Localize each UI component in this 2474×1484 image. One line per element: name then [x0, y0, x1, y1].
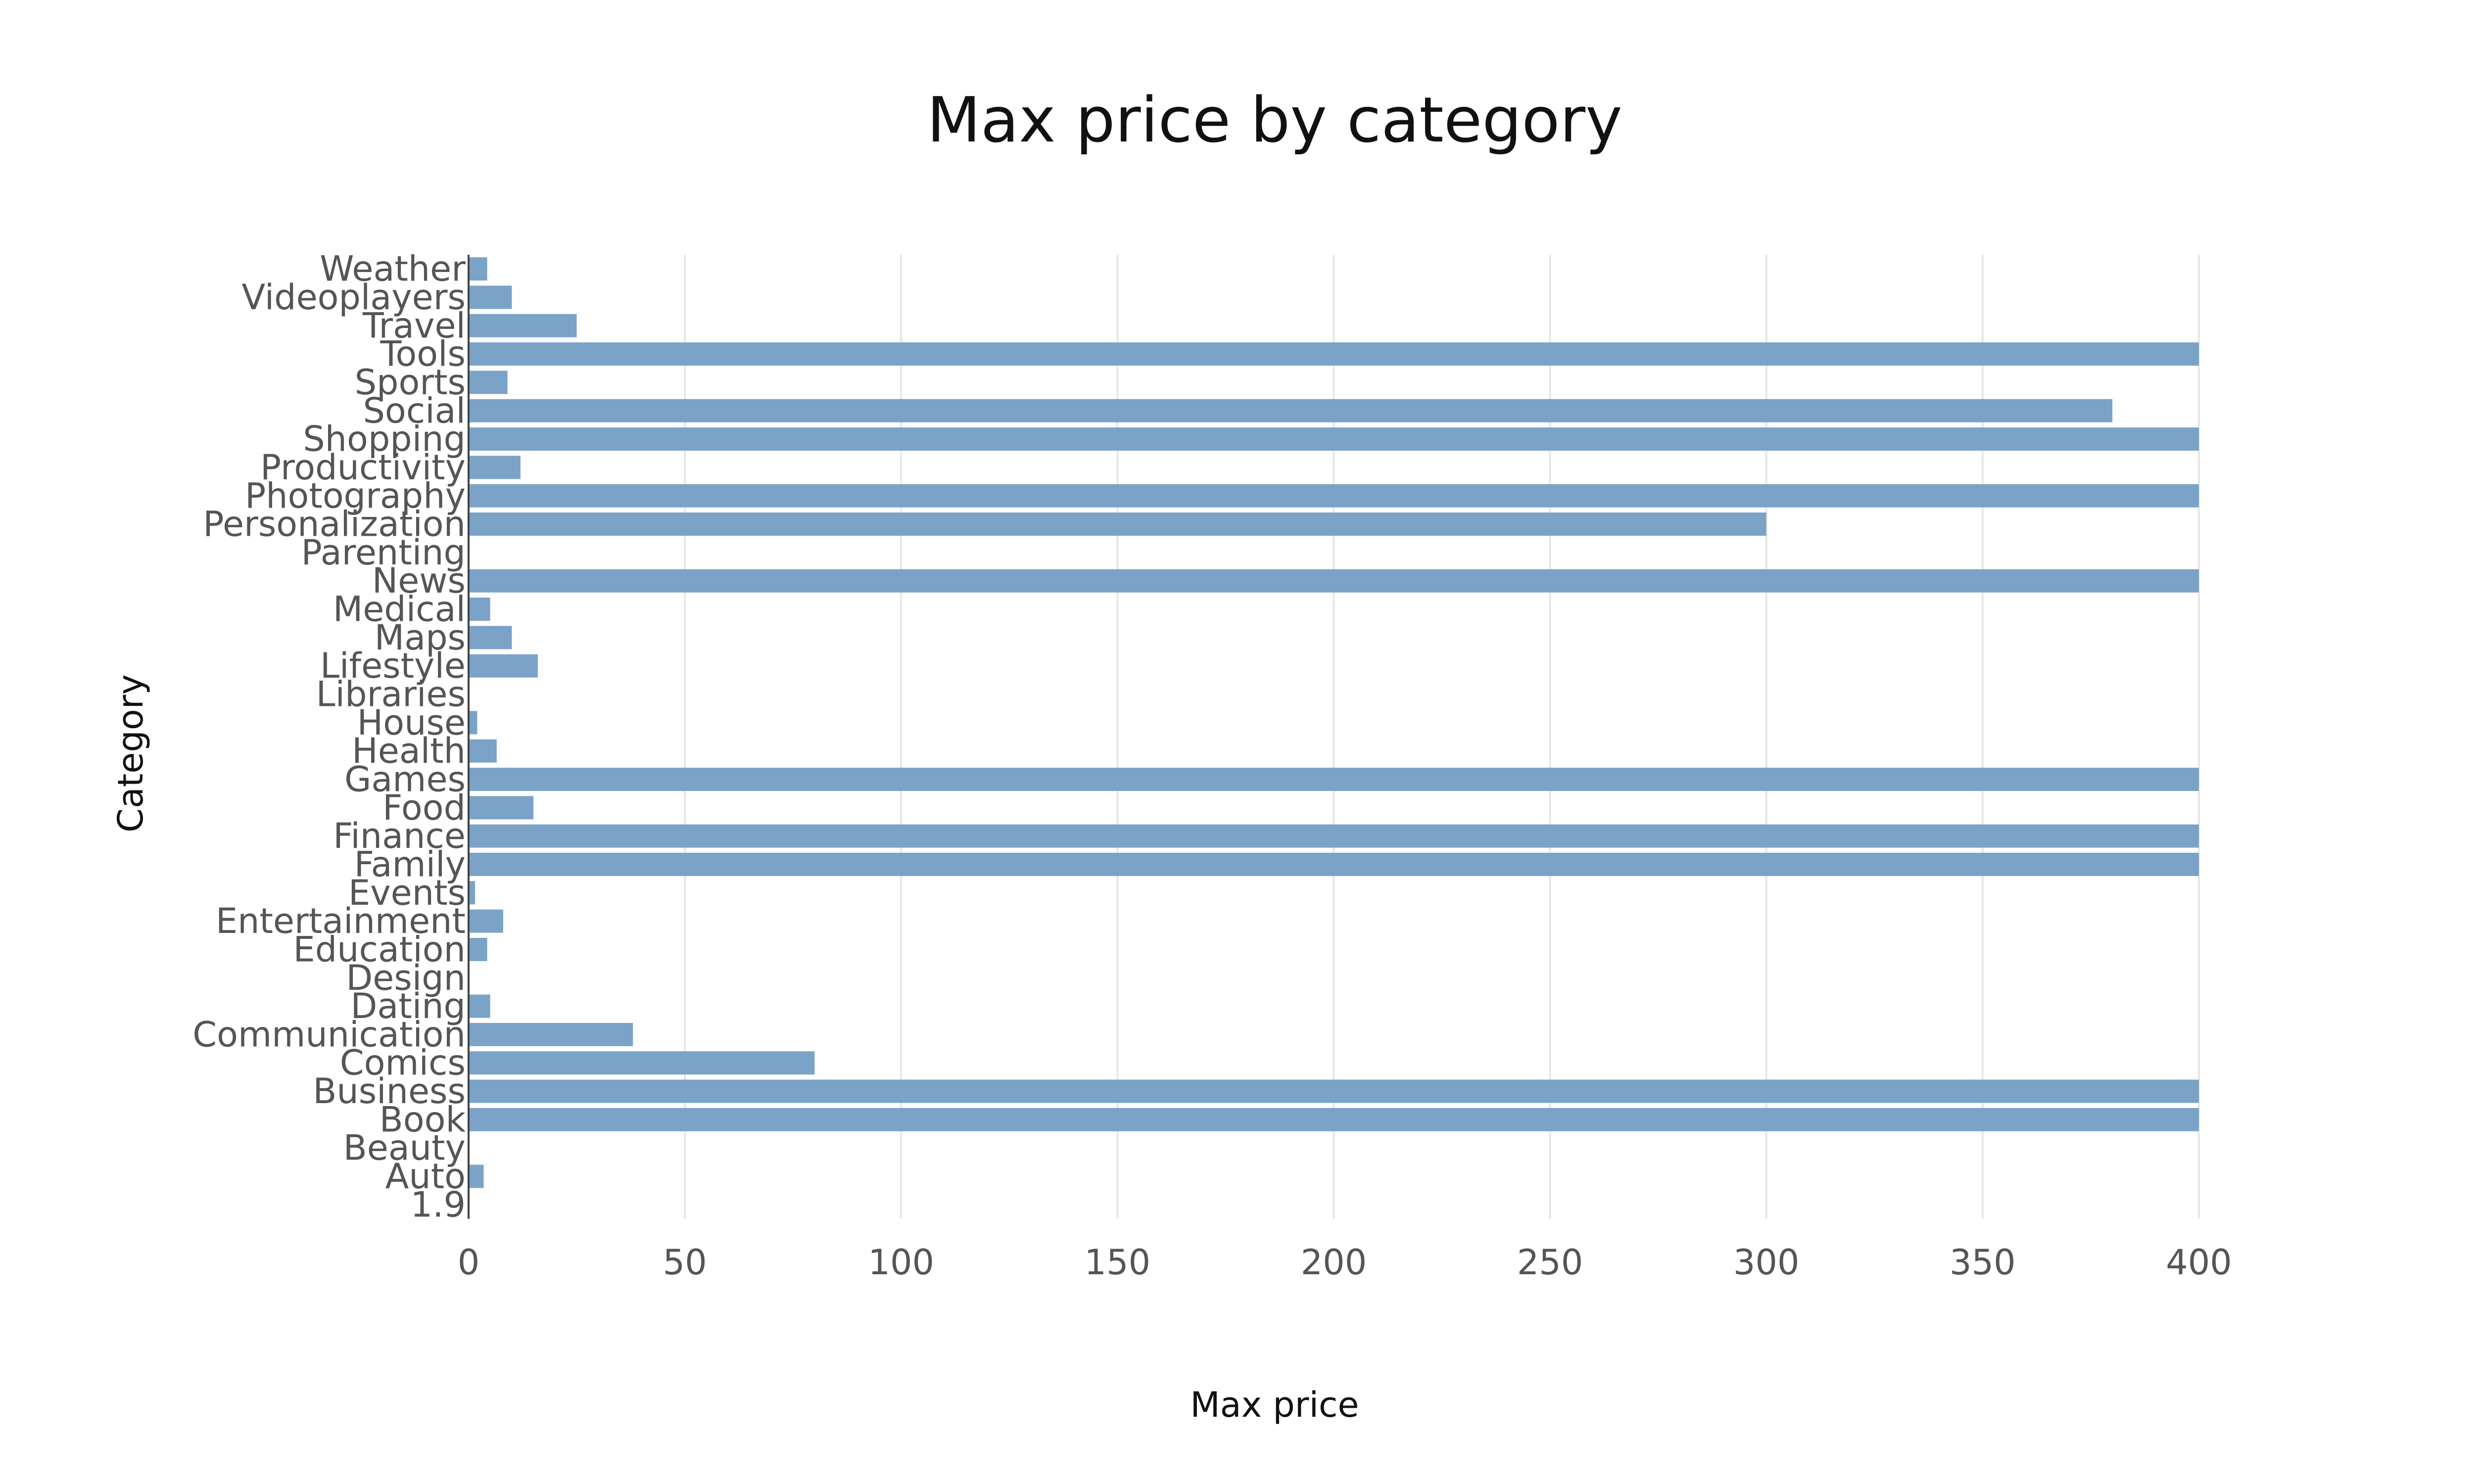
- bar-tools: [469, 342, 2199, 366]
- x-tick-labels: 0 50 100 150 200 250 300 350 400: [458, 1242, 2232, 1283]
- y-tick-label: Tools: [380, 334, 466, 374]
- y-tick-label: Auto: [385, 1156, 466, 1197]
- bar-photography: [469, 484, 2199, 508]
- bar-food: [469, 796, 534, 820]
- bar-shopping: [469, 427, 2199, 451]
- bar-medical: [469, 598, 490, 621]
- y-tick-label: Health: [352, 731, 466, 771]
- x-tick-label: 300: [1733, 1242, 1800, 1283]
- y-tick-label: Events: [348, 873, 466, 913]
- x-tick-label: 0: [458, 1242, 480, 1283]
- y-tick-label: Travel: [362, 305, 466, 346]
- y-tick-label: Beauty: [343, 1128, 466, 1168]
- x-axis-title: Max price: [1190, 1385, 1359, 1425]
- y-tick-label: Family: [354, 844, 466, 884]
- bar-house: [469, 711, 477, 735]
- bar-maps: [469, 626, 512, 649]
- x-tick-label: 350: [1950, 1242, 2016, 1283]
- bar-entertainment: [469, 909, 503, 933]
- bar-social: [469, 399, 2113, 422]
- bars: [469, 257, 2199, 1188]
- y-tick-label: Design: [346, 958, 466, 998]
- bar-productivity: [469, 456, 521, 479]
- y-tick-label: Communication: [192, 1014, 466, 1055]
- x-tick-label: 250: [1517, 1242, 1583, 1283]
- bar-communication: [469, 1022, 633, 1046]
- y-tick-label: Photography: [245, 475, 466, 516]
- bar-auto: [469, 1164, 484, 1188]
- y-tick-label: House: [357, 702, 466, 743]
- y-tick-label: Parenting: [301, 532, 466, 573]
- bar-book: [469, 1108, 2199, 1131]
- x-tick-label: 50: [663, 1242, 707, 1283]
- y-tick-label: Maps: [375, 617, 466, 658]
- bar-sports: [469, 371, 508, 394]
- y-tick-label: Entertainment: [216, 901, 466, 941]
- y-tick-labels: 1.9AutoBeautyBookBusinessComicsCommunica…: [192, 249, 466, 1225]
- y-tick-label: Food: [382, 788, 466, 828]
- bar-finance: [469, 824, 2199, 848]
- bar-business: [469, 1079, 2199, 1103]
- y-tick-label: Games: [344, 759, 466, 799]
- y-tick-label: Education: [293, 929, 466, 970]
- bar-travel: [469, 314, 577, 337]
- y-tick-label: Weather: [320, 249, 466, 289]
- y-tick-label: Finance: [333, 816, 466, 856]
- y-tick-label: Dating: [351, 986, 466, 1026]
- y-tick-label: Personalization: [203, 504, 466, 545]
- bar-news: [469, 569, 2199, 593]
- bar-dating: [469, 994, 490, 1018]
- x-tick-label: 400: [2166, 1242, 2232, 1283]
- y-tick-label: Libraries: [316, 674, 466, 715]
- y-tick-label: 1.9: [411, 1184, 466, 1225]
- y-tick-label: Book: [380, 1099, 466, 1140]
- y-tick-label: Shopping: [303, 419, 466, 460]
- bar-personalization: [469, 512, 1766, 536]
- y-tick-label: News: [372, 560, 466, 601]
- x-tick-label: 100: [868, 1242, 934, 1283]
- bar-comics: [469, 1051, 815, 1075]
- y-tick-label: Lifestyle: [320, 646, 466, 686]
- bar-education: [469, 937, 487, 961]
- x-tick-label: 200: [1301, 1242, 1367, 1283]
- bar-weather: [469, 257, 487, 281]
- y-tick-label: Medical: [333, 589, 466, 630]
- y-tick-label: Comics: [340, 1043, 466, 1083]
- bar-lifestyle: [469, 654, 538, 678]
- y-tick-label: Videoplayers: [241, 277, 466, 318]
- y-tick-label: Business: [313, 1071, 466, 1112]
- y-axis-title: Category: [110, 674, 151, 833]
- y-tick-label: Sports: [355, 362, 466, 403]
- y-tick-label: Productivity: [260, 447, 466, 488]
- chart-title: Max price by category: [927, 84, 1622, 156]
- bar-health: [469, 739, 497, 763]
- bar-events: [469, 881, 476, 905]
- bar-videoplayers: [469, 285, 512, 309]
- y-tick-label: Social: [363, 390, 466, 431]
- bar-games: [469, 767, 2199, 791]
- bar-family: [469, 852, 2199, 876]
- x-tick-label: 150: [1085, 1242, 1151, 1283]
